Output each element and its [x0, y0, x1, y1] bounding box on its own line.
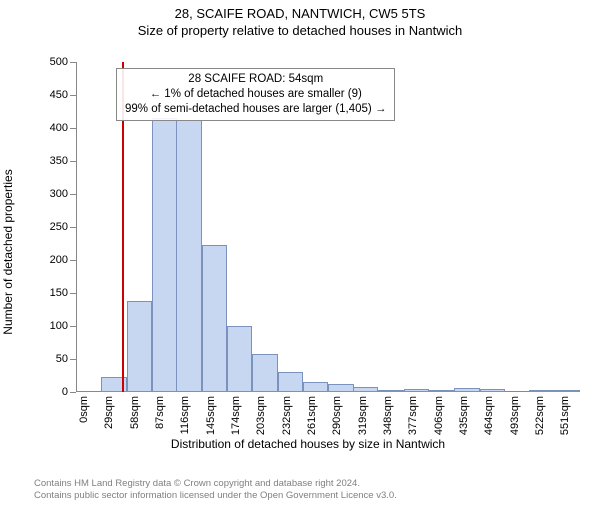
x-tick-label: 319sqm [357, 396, 369, 435]
y-tick-label: 50 [56, 353, 68, 365]
histogram-chart: Number of detached properties Distributi… [28, 54, 588, 449]
annotation-box: 28 SCAIFE ROAD: 54sqm ← 1% of detached h… [116, 68, 395, 121]
y-tick [70, 227, 76, 228]
y-tick-label: 350 [50, 155, 68, 167]
x-tick-label: 29sqm [103, 396, 115, 429]
histogram-bar [127, 301, 152, 392]
y-axis-line [76, 62, 77, 392]
y-tick-label: 150 [50, 287, 68, 299]
x-tick-label: 232sqm [281, 396, 293, 435]
y-tick [70, 293, 76, 294]
histogram-bar [353, 387, 378, 392]
page-title-subtitle: Size of property relative to detached ho… [0, 23, 600, 38]
x-tick-label: 87sqm [154, 396, 166, 429]
y-tick [70, 392, 76, 393]
x-tick-label: 145sqm [205, 396, 217, 435]
y-tick [70, 161, 76, 162]
y-tick-label: 500 [50, 56, 68, 68]
histogram-bar [480, 389, 505, 392]
annotation-line1: 28 SCAIFE ROAD: 54sqm [125, 72, 386, 87]
x-tick-label: 0sqm [78, 396, 90, 423]
y-tick-label: 250 [50, 221, 68, 233]
histogram-bar [176, 120, 201, 392]
y-tick-label: 450 [50, 89, 68, 101]
x-tick-label: 435sqm [458, 396, 470, 435]
y-tick [70, 326, 76, 327]
attribution-line1: Contains HM Land Registry data © Crown c… [34, 478, 397, 489]
attribution: Contains HM Land Registry data © Crown c… [34, 478, 397, 501]
annotation-line2: ← 1% of detached houses are smaller (9) [125, 87, 386, 102]
histogram-bar [429, 390, 454, 392]
x-tick-label: 174sqm [230, 396, 242, 435]
plot-area: 28 SCAIFE ROAD: 54sqm ← 1% of detached h… [76, 62, 580, 392]
histogram-bar [202, 245, 227, 392]
x-tick-label: 203sqm [255, 396, 267, 435]
x-tick-label: 551sqm [559, 396, 571, 435]
page-title-address: 28, SCAIFE ROAD, NANTWICH, CW5 5TS [0, 6, 600, 21]
histogram-bar [328, 384, 353, 392]
y-tick [70, 62, 76, 63]
histogram-bar [378, 390, 403, 392]
x-tick-label: 290sqm [331, 396, 343, 435]
y-tick-label: 200 [50, 254, 68, 266]
histogram-bar [152, 118, 177, 392]
histogram-bar [303, 382, 328, 392]
y-axis-label: Number of detached properties [1, 169, 15, 334]
histogram-bar [555, 390, 580, 392]
x-tick-label: 58sqm [129, 396, 141, 429]
y-tick [70, 359, 76, 360]
x-tick-label: 116sqm [179, 396, 191, 434]
y-tick-label: 100 [50, 320, 68, 332]
annotation-line3: 99% of semi-detached houses are larger (… [125, 102, 386, 117]
x-tick-label: 522sqm [534, 396, 546, 435]
x-tick-label: 493sqm [509, 396, 521, 435]
x-tick-label: 348sqm [382, 396, 394, 435]
y-tick [70, 95, 76, 96]
histogram-bar [454, 388, 479, 392]
attribution-line2: Contains public sector information licen… [34, 490, 397, 501]
histogram-bar [252, 354, 277, 392]
x-tick-label: 464sqm [483, 396, 495, 435]
y-tick [70, 260, 76, 261]
y-tick [70, 128, 76, 129]
histogram-bar [404, 389, 429, 392]
x-tick-label: 406sqm [433, 396, 445, 435]
x-tick-label: 377sqm [407, 396, 419, 435]
x-axis-label: Distribution of detached houses by size … [171, 437, 445, 451]
histogram-bar [278, 372, 303, 392]
histogram-bar [529, 390, 554, 392]
y-tick-label: 0 [62, 386, 68, 398]
y-tick-label: 300 [50, 188, 68, 200]
y-tick-label: 400 [50, 122, 68, 134]
x-tick-label: 261sqm [306, 396, 318, 435]
histogram-bar [227, 326, 252, 392]
y-tick [70, 194, 76, 195]
